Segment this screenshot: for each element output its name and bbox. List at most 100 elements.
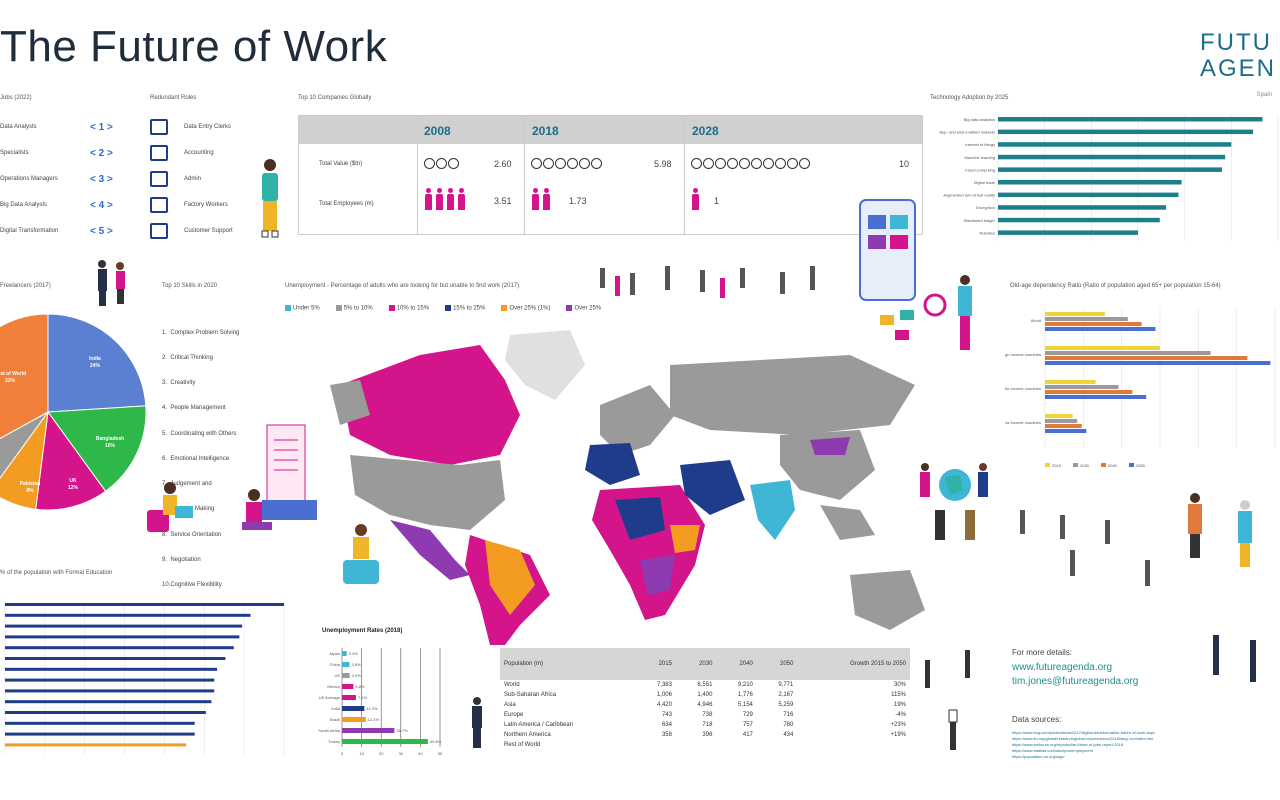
unemp-category-label: India [331,706,340,711]
tech-bar [998,154,1226,160]
unemp-bar [342,684,354,689]
job-label: Digital Transformation [0,228,59,234]
unemp-value-label: 3.9% [352,673,362,678]
seated-person-illustration [343,524,379,584]
world-map [330,330,925,645]
mongolia [810,437,850,455]
job-rank: < 2 > [90,147,113,159]
website-link[interactable]: www.futureagenda.org [1012,662,1113,673]
email-link[interactable]: tim.jones@futureagenda.org [1012,676,1139,687]
people-2008 [424,188,468,215]
source-link[interactable]: https://www.bcg.com/publications/2017/di… [1012,730,1155,735]
unemp-category-label: Turkey [328,739,340,744]
pie-header: Freelancers (2017) [0,283,51,289]
edu-bar [5,657,226,660]
edu-bar [5,711,206,714]
pie-slice [47,405,147,492]
tech-bar [998,192,1179,198]
edu-bar [5,721,195,725]
oldage-bar [1045,317,1128,321]
redundant-list: Data Entry Clerks Accounting Admin Facto… [150,114,260,244]
unemp-value-label: 26.7% [396,728,408,733]
pie-pct: 16% [105,443,116,449]
legend-label: 2050 [1136,463,1146,468]
tech-header: Technology Adoption by 2025 [930,95,1009,101]
skill-item: 1. Complex Problem Solving [162,329,240,336]
map-header: Unemployment - Percentage of adults who … [285,283,520,289]
source-link[interactable]: https://www.weforum.org/reports/the-futu… [1012,742,1123,747]
logo-line1: FUTU [1200,29,1272,56]
top10-table: 2008 2018 2028 Total Value ($tn) Total E… [298,115,923,235]
africa [592,485,705,620]
legend-item: Over 25% [566,305,601,312]
job-row: Operations Managers < 3 > [0,166,130,192]
russia [670,355,915,435]
unemp-category-label: China [330,662,341,667]
source-link[interactable]: https://www.statista.com/study/unemploym… [1012,748,1093,753]
inbox-icon [150,171,168,187]
oldage-bar [1045,385,1119,389]
edu-bar [5,732,195,736]
legend-swatch [1101,463,1106,467]
edu-bar [5,603,284,606]
tech-bar [998,142,1232,147]
legend-item: Under 5% [285,305,320,312]
job-rank: < 4 > [90,199,113,211]
source-link[interactable]: https://population.un.org/wpp/ [1012,754,1065,759]
employees-2028: 1 [714,196,720,206]
mexico [390,520,470,580]
oldage-group-label: World [1031,318,1041,323]
edu-bar [5,667,218,671]
source-link[interactable]: https://www.ilo.org/global/research/glob… [1012,736,1154,741]
unemp-value-label: 12.1% [368,717,380,722]
coins-2018 [531,156,603,169]
oldage-bar [1045,312,1105,316]
pie-pct: 24% [90,363,101,369]
unemp-chart: 0 10 20 30 40 50 Japan 2.4% China 3.8% US 3.9% Mexic… [318,648,443,756]
tech-category-label: Cloud computing [965,167,995,172]
table-row: Rest of World [504,742,541,748]
unemp-category-label: US [334,673,340,678]
unemp-bar [342,739,428,744]
unemp-value-label: 3.8% [351,662,361,667]
row-label-value: Total Value ($tn) [319,161,363,167]
table-row: World 7,383 8,551 9,210 9,771 30% [504,682,906,688]
formal-edu-header: % of the population with Formal Educatio… [0,570,113,576]
x-tick-label: 30 [399,751,404,756]
redundant-row: Data Entry Clerks [150,114,260,140]
unemp-category-label: Brazil [330,717,340,722]
unemp-value-label: 2.4% [349,651,359,656]
brazil [485,540,535,615]
year-label: 2008 [424,124,451,138]
skill-item: 10.Cognitive Flexibility [162,582,222,588]
worker-laptop-illustration [147,482,193,532]
redundant-label: Factory Workers [184,202,228,208]
job-row: Big Data Analysts < 4 > [0,192,130,218]
tech-category-label: Augmented and virtual reality [943,193,995,198]
x-tick-label: 0 [341,751,344,756]
canada [340,345,520,465]
redundant-row: Customer Support [150,218,260,244]
skill-item: 7. Judgement and [162,481,212,488]
headset-icon [150,223,168,239]
redundant-header: Redundant Roles [150,95,197,101]
australia [850,570,925,630]
skill-item: 3. Creativity [162,380,196,387]
unemp-value-label: 7.1% [358,695,368,700]
oldage-bar [1045,429,1087,433]
crowd-right-illustration [1020,493,1252,586]
tech-bar [998,129,1254,135]
tech-category-label: App- and web-enabled markets [939,130,995,135]
businesspeople-illustration [98,260,125,306]
north-africa [615,497,665,540]
job-row: Data Analysts < 1 > [0,114,130,140]
coins-2028 [691,156,811,169]
oldage-bar [1045,395,1147,399]
unemp-bar [342,717,366,722]
tech-bar [998,217,1160,223]
jobs-list: Data Analysts < 1 > Specialists < 2 > Oper… [0,114,130,244]
businessman-illustration [472,697,482,748]
col-divider [684,116,685,234]
legend-label: 2015 [1052,463,1062,468]
pop-col-header: Population (m) [500,648,636,680]
